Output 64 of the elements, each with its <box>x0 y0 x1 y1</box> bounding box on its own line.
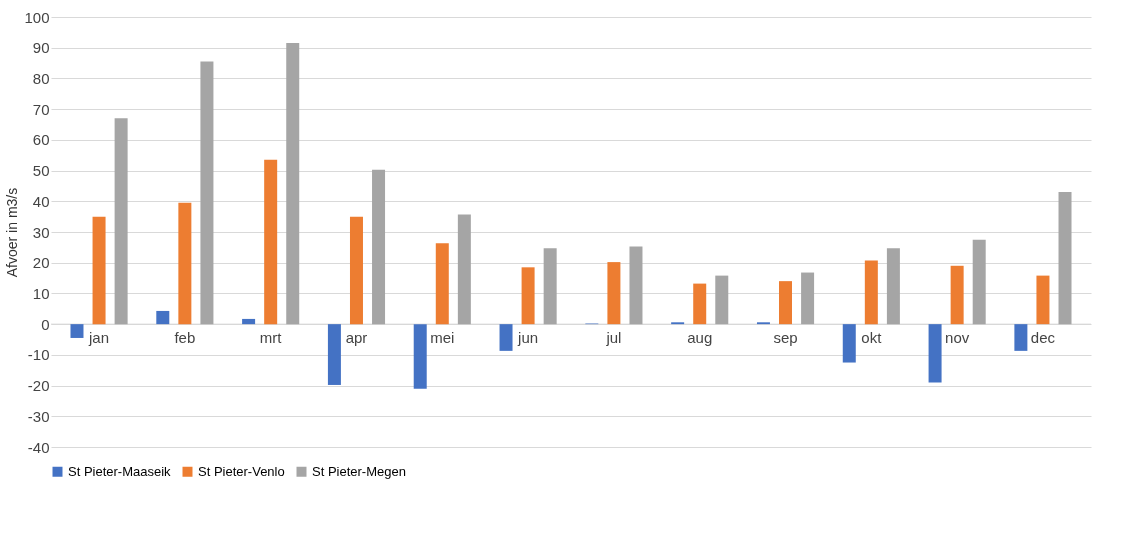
bar <box>521 267 535 325</box>
bar <box>842 324 856 363</box>
bar <box>715 275 729 325</box>
y-tick-label: 90 <box>32 39 50 57</box>
y-tick-label: 0 <box>41 315 50 333</box>
bar <box>200 61 214 325</box>
bar <box>457 214 471 325</box>
y-tick-label: 30 <box>32 223 50 241</box>
y-tick-label: 60 <box>32 131 50 149</box>
bar <box>1036 275 1050 325</box>
bar <box>114 118 128 325</box>
bar <box>178 202 192 325</box>
bar <box>264 159 278 325</box>
bar <box>349 216 363 325</box>
y-tick-label: -30 <box>27 407 50 425</box>
x-tick-label: dec <box>1030 328 1056 346</box>
bar <box>972 239 986 325</box>
bar <box>1014 324 1028 351</box>
bar <box>629 246 643 325</box>
legend-label: St Pieter-Megen <box>312 463 406 479</box>
y-tick-label: 10 <box>32 284 50 302</box>
bar <box>499 324 513 351</box>
x-tick-label: mrt <box>259 328 283 346</box>
bar <box>779 281 793 325</box>
x-tick-label: okt <box>861 328 883 346</box>
bar <box>70 324 84 338</box>
x-tick-label: feb <box>174 328 196 346</box>
x-tick-label: aug <box>687 328 713 346</box>
x-tick-label: sep <box>773 328 798 346</box>
y-tick-label: 40 <box>32 192 50 210</box>
y-tick-label: -20 <box>27 377 50 395</box>
x-tick-label: jun <box>517 328 539 346</box>
legend-label: St Pieter-Venlo <box>198 463 285 479</box>
bar <box>435 243 449 325</box>
x-tick-label: mei <box>430 328 455 346</box>
y-tick-label: 20 <box>32 254 50 272</box>
x-tick-label: nov <box>945 328 970 346</box>
y-tick-label: -40 <box>27 438 50 456</box>
y-tick-label: 100 <box>24 8 50 26</box>
y-axis-title: Afvoer in m3/s <box>4 187 21 278</box>
y-tick-label: 70 <box>32 100 50 118</box>
bar <box>950 265 964 325</box>
y-tick-label: 80 <box>32 69 50 87</box>
bar <box>327 324 341 385</box>
bar <box>156 310 170 325</box>
bar <box>886 248 900 325</box>
bar <box>801 272 815 325</box>
bar <box>607 262 621 325</box>
bar <box>242 318 256 325</box>
x-tick-label: jan <box>88 328 110 346</box>
bar <box>543 248 557 325</box>
bar <box>693 283 707 325</box>
x-tick-label: apr <box>345 328 368 346</box>
bar <box>92 216 106 325</box>
x-tick-label: jul <box>605 328 622 346</box>
bar <box>413 324 427 389</box>
bar <box>372 169 386 325</box>
y-tick-label: 50 <box>32 162 50 180</box>
bar <box>864 260 878 325</box>
bar <box>1058 192 1072 325</box>
legend-label: St Pieter-Maaseik <box>68 463 172 479</box>
bar <box>928 324 942 383</box>
bar <box>286 43 300 325</box>
y-tick-label: -10 <box>27 346 50 364</box>
